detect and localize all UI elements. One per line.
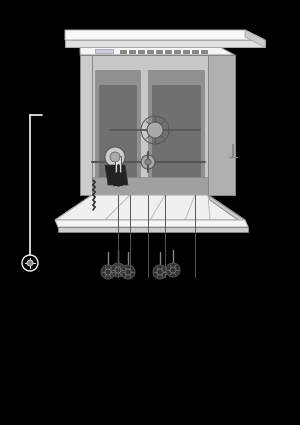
Polygon shape	[152, 85, 200, 177]
Circle shape	[141, 155, 155, 169]
Bar	[201, 50, 207, 53]
Polygon shape	[208, 55, 235, 195]
Circle shape	[153, 265, 167, 279]
Polygon shape	[105, 165, 128, 185]
Polygon shape	[92, 177, 208, 195]
Bar	[115, 156, 121, 172]
Bar	[138, 50, 144, 53]
Polygon shape	[99, 85, 136, 177]
Polygon shape	[65, 30, 265, 40]
Circle shape	[111, 263, 125, 277]
Bar	[165, 50, 171, 53]
Polygon shape	[80, 55, 92, 195]
Polygon shape	[245, 30, 265, 47]
Polygon shape	[55, 220, 248, 227]
Bar	[120, 50, 126, 53]
Polygon shape	[208, 195, 248, 227]
Polygon shape	[95, 70, 140, 185]
Circle shape	[166, 263, 180, 277]
Bar	[156, 50, 162, 53]
Circle shape	[147, 122, 163, 138]
Bar	[147, 50, 153, 53]
Circle shape	[121, 265, 135, 279]
Polygon shape	[58, 227, 248, 232]
Circle shape	[110, 152, 120, 162]
Circle shape	[101, 265, 115, 279]
Polygon shape	[92, 55, 208, 195]
Bar	[95, 49, 113, 53]
Bar	[192, 50, 198, 53]
Polygon shape	[80, 47, 235, 55]
Circle shape	[145, 159, 151, 165]
Bar	[174, 50, 180, 53]
Bar	[183, 50, 189, 53]
Polygon shape	[208, 55, 235, 195]
Circle shape	[105, 147, 125, 167]
Polygon shape	[65, 40, 265, 47]
Polygon shape	[55, 195, 245, 220]
Bar	[129, 50, 135, 53]
Polygon shape	[148, 70, 204, 185]
Circle shape	[27, 260, 33, 266]
